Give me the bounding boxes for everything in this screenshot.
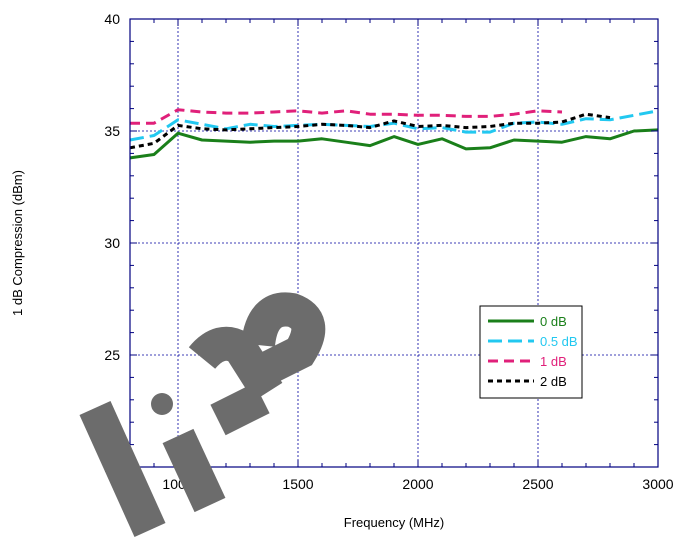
series-line-3: [129, 112, 611, 150]
y-tick-label: 40: [104, 11, 120, 27]
y-tick-label: 30: [104, 235, 120, 251]
y-tick-label: 25: [104, 347, 120, 363]
y-axis-title: 1 dB Compression (dBm): [10, 170, 25, 316]
x-tick-label: 3000: [642, 476, 673, 492]
y-tick-label: 35: [104, 123, 120, 139]
series-line-1: [129, 109, 659, 142]
series-line-2: [130, 108, 563, 125]
x-tick-label: 2000: [402, 476, 433, 492]
grid: [130, 19, 658, 467]
series-layer: [129, 108, 659, 160]
legend-label: 0 dB: [540, 314, 567, 329]
legend-label: 0.5 dB: [540, 334, 578, 349]
legend: 0 dB 0.5 dB 1 dB 2 dB: [479, 305, 583, 399]
x-tick-label: 1500: [282, 476, 313, 492]
watermark-logo: [79, 292, 326, 537]
legend-label: 2 dB: [540, 374, 567, 389]
series-line-0: [129, 128, 659, 160]
legend-label: 1 dB: [540, 354, 567, 369]
x-tick-label: 2500: [522, 476, 553, 492]
x-axis-title: Frequency (MHz): [344, 515, 444, 530]
ticks: [129, 18, 659, 468]
